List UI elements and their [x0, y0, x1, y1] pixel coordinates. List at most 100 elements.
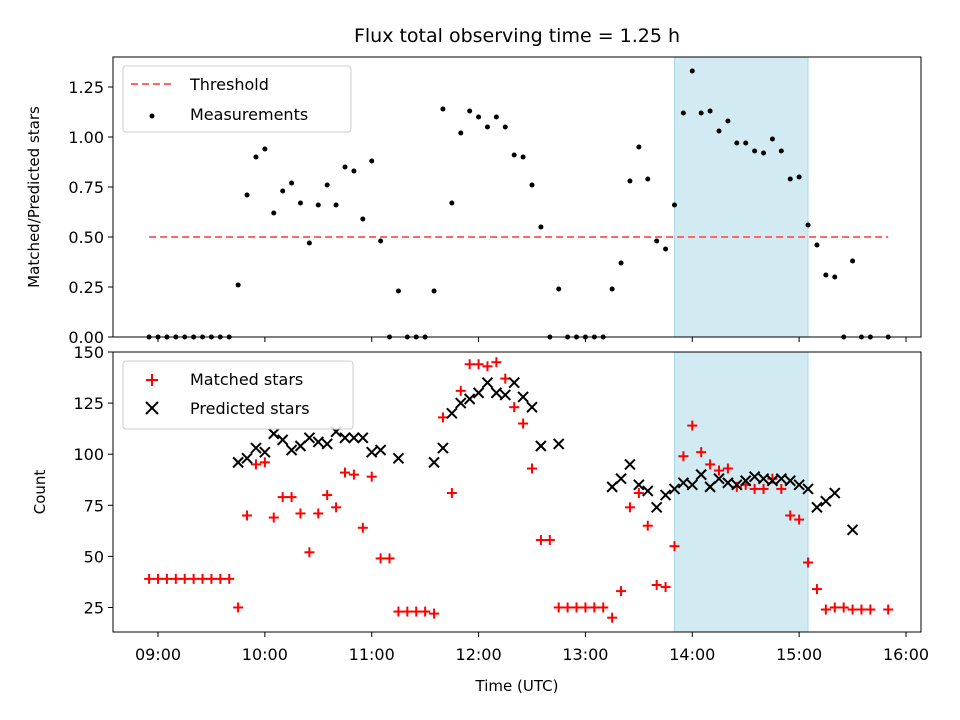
measurement-point — [324, 182, 330, 188]
matched-star-point — [331, 502, 342, 513]
bottom-plot-frame — [112, 351, 922, 633]
predicted-star-point — [606, 481, 618, 493]
top-legend: Threshold Measurements — [122, 65, 352, 133]
matched-star-point — [535, 535, 546, 546]
matched-star-point — [820, 604, 831, 615]
matched-star-point — [313, 508, 324, 519]
matched-star-point — [437, 412, 448, 423]
predicted-star-point — [704, 481, 716, 493]
predicted-star-point — [686, 479, 698, 491]
matched-star-point — [366, 471, 377, 482]
top-highlight-span — [673, 56, 809, 338]
measurement-point — [814, 242, 820, 248]
predicted-star-point — [642, 485, 654, 497]
predicted-star-point — [303, 432, 316, 444]
x-tick-label: 15:00 — [776, 645, 822, 664]
measurement-point — [244, 192, 250, 198]
predicted-star-point — [232, 456, 244, 469]
matched-star-point — [144, 573, 155, 584]
measurement-point — [850, 258, 856, 264]
matched-star-point — [562, 602, 573, 613]
predicted-star-point — [241, 452, 253, 464]
measurement-point — [823, 272, 829, 278]
measurement-point — [502, 124, 508, 130]
measurement-point — [707, 108, 713, 114]
measurement-point — [787, 176, 793, 182]
y-tick-label: 150 — [73, 343, 104, 362]
matched-star-point — [651, 579, 662, 590]
predicted-star-point — [508, 376, 520, 389]
measurement-point — [360, 216, 366, 222]
matched-star-point — [589, 602, 600, 613]
matched-star-point — [856, 604, 867, 615]
bottom-legend-box — [122, 360, 354, 430]
predicted-star-point — [259, 446, 271, 458]
predicted-star-point — [250, 442, 262, 454]
predicted-star-point — [695, 468, 707, 481]
matched-star-point — [473, 359, 484, 370]
measurement-point — [663, 246, 669, 252]
measurement-point — [306, 240, 312, 246]
measurement-point — [467, 108, 473, 114]
measurement-point — [805, 222, 811, 228]
matched-star-point — [161, 573, 172, 584]
measurement-point — [289, 180, 295, 186]
matched-star-point — [455, 385, 466, 396]
matched-star-point — [170, 573, 181, 584]
predicted-star-point — [392, 452, 405, 464]
measurement-point — [493, 114, 499, 120]
x-tick-label: 10:00 — [242, 645, 288, 664]
predicted-star-point — [428, 456, 440, 469]
predicted-star-point — [499, 389, 511, 401]
matched-star-point — [464, 359, 475, 370]
matched-star-point — [206, 573, 217, 584]
matched-star-point — [518, 418, 529, 429]
matched-star-point — [286, 492, 297, 503]
legend-predicted-swatch — [145, 401, 159, 415]
chart-title: Flux total observing time = 1.25 h — [354, 25, 680, 47]
matched-star-point — [758, 483, 769, 494]
bottom-y-axis-label: Count — [31, 470, 49, 515]
measurement-point — [538, 224, 544, 230]
measurement-point — [796, 174, 802, 180]
top-y-axis-label: Matched/Predicted stars — [25, 106, 43, 288]
matched-star-point — [295, 508, 306, 519]
measurement-point — [725, 118, 731, 124]
predicted-star-point — [463, 393, 476, 405]
matched-star-point — [179, 573, 190, 584]
y-tick-label: 1.00 — [68, 128, 104, 147]
measurement-point — [315, 202, 321, 208]
predicted-star-point — [455, 397, 467, 409]
predicted-star-point — [553, 438, 565, 450]
predicted-star-point — [713, 473, 725, 485]
predicted-star-point — [624, 458, 636, 471]
measurement-point — [680, 110, 686, 116]
measurement-point — [716, 128, 722, 134]
matched-star-point — [633, 488, 644, 499]
measurement-point — [333, 202, 339, 208]
measurement-point — [627, 178, 633, 184]
legend-measurements-label: Measurements — [190, 105, 308, 124]
measurement-point — [431, 288, 437, 294]
measurements-series — [146, 68, 891, 340]
predicted-star-point — [829, 487, 841, 499]
matched-star-point — [607, 612, 618, 623]
x-tick-label: 16:00 — [883, 645, 929, 664]
y-tick-label: 0.75 — [68, 178, 104, 197]
predicted-star-point — [294, 440, 307, 452]
measurement-point — [689, 68, 695, 74]
measurement-point — [378, 238, 384, 244]
predicted-star-point — [321, 438, 333, 450]
measurement-point — [769, 136, 775, 142]
matched-star-point — [340, 467, 350, 478]
y-tick-label: 100 — [73, 445, 104, 464]
measurement-point — [734, 140, 740, 146]
matched-star-point — [491, 357, 502, 368]
predicted-star-point — [437, 442, 449, 454]
measurement-point — [351, 168, 357, 174]
predicted-star-point — [526, 401, 538, 413]
measurement-point — [395, 288, 401, 294]
matched-star-point — [500, 373, 511, 384]
matched-star-point — [429, 608, 440, 619]
